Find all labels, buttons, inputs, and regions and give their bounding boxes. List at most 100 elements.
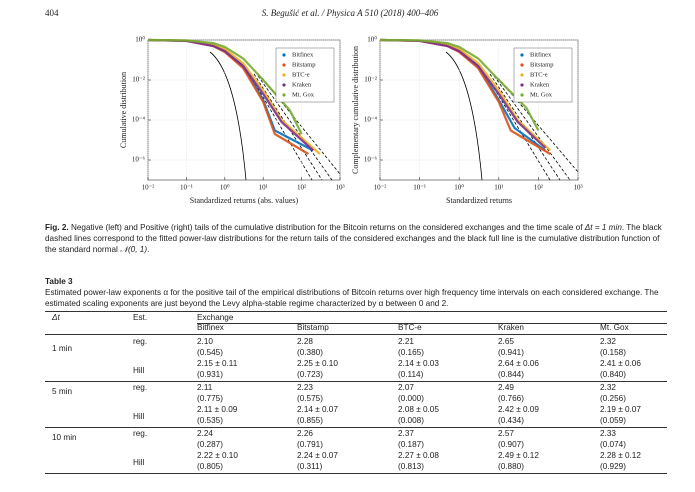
header-cell: Mt. Gox [600,323,629,332]
table-cell: 2.49 ± 0.12 [498,451,539,460]
y-tick-label: 10⁻⁶ [132,156,146,164]
table-cell: (0.059) [600,416,626,425]
table-cell: 2.32 [600,383,616,392]
estimator-label: Hill [133,366,145,375]
table-cell: 2.37 [398,429,414,438]
y-tick-label: 10⁻⁶ [364,156,378,164]
table-cell: 2.25 ± 0.10 [297,359,338,368]
table-cell: (0.000) [398,394,424,403]
table-cell: 2.26 [297,429,313,438]
table-cell: (0.805) [197,462,223,471]
table-cell: (0.287) [197,440,223,449]
table-rule [45,427,667,428]
table-rule [45,381,667,382]
x-tick-label: 10² [534,184,543,192]
normal-cdf [445,51,483,181]
table-cell: (0.187) [398,440,424,449]
table-cell: 2.33 [600,429,616,438]
y-axis-label: Cumulative distribution [119,72,128,148]
table-cell: (0.114) [398,370,424,379]
table-cell: (0.775) [197,394,223,403]
legend-marker [282,63,286,67]
legend-label: BTC-e [292,71,310,78]
table-cell: (0.723) [297,370,323,379]
legend-marker [282,93,286,97]
figure-caption: Fig. 2. Negative (left) and Positive (ri… [45,222,667,255]
table-cell: (0.545) [197,348,223,357]
table-cell: 2.27 ± 0.08 [398,451,439,460]
estimator-label: Hill [133,412,145,421]
table-cell: (0.941) [498,348,524,357]
table-cell: 2.11 ± 0.09 [197,405,238,414]
table-cell: (0.766) [498,394,524,403]
table-cell: 2.24 ± 0.07 [297,451,338,460]
table-cell: (0.008) [398,416,424,425]
table-cell: 2.28 [297,337,313,346]
estimator-label: reg. [133,429,148,438]
x-tick-label: 10¹ [259,184,268,192]
table-cell: 2.14 ± 0.07 [297,405,338,414]
header-cell: Δt [52,313,60,322]
table-rule [45,473,667,474]
legend-label: Bitstamp [292,61,315,68]
y-tick-label: 10⁰ [135,36,145,44]
left-panel: 10⁻² 10⁻¹ 10⁰ 10¹ 10² 10³ 10⁰ 10⁻² 10⁻⁴ 10⁻⁶ Stand… [119,36,345,205]
table-cell: (0.165) [398,348,424,357]
table-cell: 2.11 [197,383,213,392]
legend-marker [520,93,524,97]
estimator-label: Hill [133,458,145,467]
x-tick-label: 10² [297,184,306,192]
x-tick-label: 10⁻² [374,184,387,192]
table-cell: 2.14 ± 0.03 [398,359,439,368]
table-cell: 2.57 [498,429,514,438]
legend-marker [282,53,286,57]
table-cell: 2.08 ± 0.05 [398,405,439,414]
table-cell: (0.840) [600,370,626,379]
caption-text: . The black dashed lines correspond to t… [45,223,662,254]
table-cell: (0.311) [297,462,323,471]
x-tick-label: 10¹ [494,184,503,192]
fit-line [257,75,333,181]
x-axis-label: Standardized returns [446,196,512,205]
table-cell: (0.907) [498,440,524,449]
table-cell: (0.929) [600,462,626,471]
caption-text: . [147,245,150,254]
table-rule [197,323,667,324]
legend-label: Bitfinex [530,51,552,58]
table-cell: 2.22 ± 0.10 [197,451,238,460]
legend-marker [520,63,524,67]
table-cell: 2.28 ± 0.12 [600,451,641,460]
table-cell: 2.19 ± 0.07 [600,405,641,414]
table-rule [45,334,667,335]
series-line [379,38,540,132]
row-label: 1 min [52,344,73,353]
table-cell: 2.15 ± 0.11 [197,359,238,368]
caption-text: Negative (left) and Positive (right) tai… [70,223,585,232]
table-cell: (0.434) [498,416,524,425]
table-cell: (0.256) [600,394,626,403]
y-axis-label: Complementary cumulative distribution [351,46,360,174]
header-cell: Bitstamp [297,323,329,332]
table-cell: (0.158) [600,348,626,357]
table-rule [45,311,667,312]
y-tick-label: 10⁻⁴ [364,116,378,124]
y-tick-label: 10⁰ [367,36,377,44]
legend-label: Mt. Gox [292,91,315,98]
table-cell: (0.813) [398,462,424,471]
x-tick-label: 10⁰ [220,184,230,192]
legend-marker [520,83,524,87]
page-number: 404 [45,8,59,18]
legend-box [275,47,335,103]
fit-line [489,73,561,181]
estimator-label: reg. [133,337,148,346]
x-axis-label: Standardized returns (abs. values) [190,196,299,205]
table-cell: 2.42 ± 0.09 [498,405,539,414]
x-tick-label: 10⁻² [142,184,155,192]
legend-box [513,47,573,103]
legend-marker [520,73,524,77]
table-cell: 2.24 [197,429,213,438]
y-tick-label: 10⁻² [364,76,377,84]
legend-marker [282,83,286,87]
x-tick-label: 10³ [335,184,344,192]
fit-line [493,75,571,181]
